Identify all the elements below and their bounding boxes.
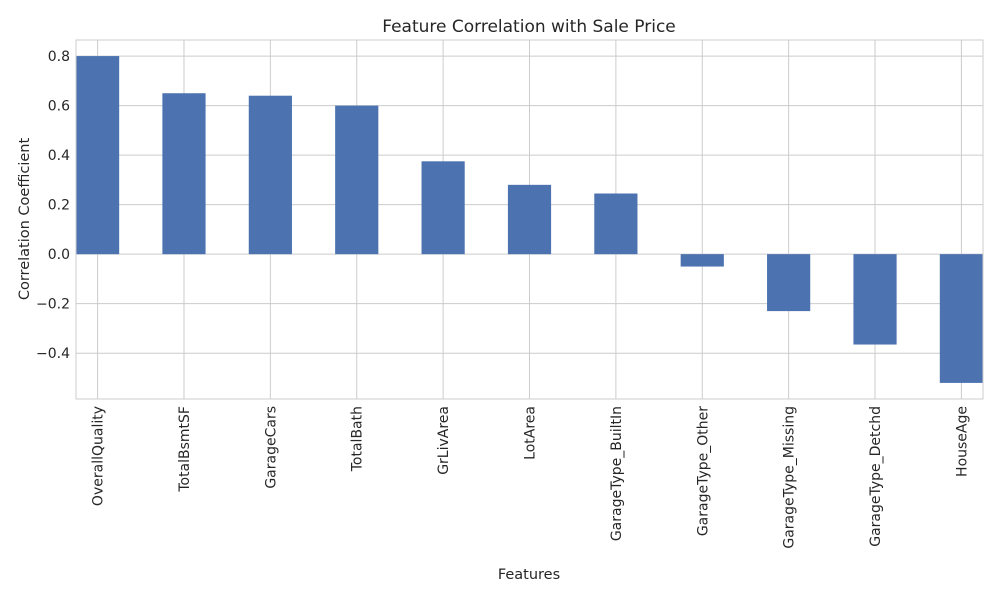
- x-tick-label: TotalBsmtSF: [177, 406, 193, 493]
- bar-grlivarea: [421, 161, 465, 255]
- x-axis-label: Features: [498, 567, 560, 583]
- x-tick-label: OverallQuality: [91, 406, 107, 506]
- x-tick-label: GarageType_Missing: [782, 406, 798, 549]
- bar-lotarea: [507, 184, 552, 255]
- bar-garagetype-detchd: [853, 254, 897, 345]
- x-tick-label: GarageType_Other: [695, 406, 711, 536]
- x-tick-label: LotArea: [523, 406, 539, 460]
- x-tick-label: GarageType_BuiltIn: [609, 406, 625, 541]
- bar-totalbsmtsf: [162, 93, 206, 255]
- x-tick-label: HouseAge: [954, 406, 970, 477]
- x-tick-label: GarageCars: [263, 406, 279, 489]
- x-tick-label: TotalBath: [350, 406, 366, 472]
- y-tick-label: 0.6: [48, 99, 70, 115]
- y-tick-labels: −0.4 −0.2 0.0 0.2 0.4 0.6 0.8: [36, 49, 70, 362]
- bar-overallquality: [76, 56, 120, 255]
- y-tick-label: −0.4: [36, 346, 70, 362]
- bars: [76, 56, 983, 383]
- bar-houseage: [939, 254, 983, 383]
- x-tick-label: GarageType_Detchd: [868, 406, 884, 547]
- bar-garagetype-other: [680, 254, 724, 267]
- x-tick-labels: OverallQuality TotalBsmtSF GarageCars Total…: [91, 406, 971, 549]
- y-tick-label: 0.4: [48, 148, 70, 164]
- bar-garagecars: [248, 95, 292, 255]
- bar-garagetype-missing: [767, 254, 811, 312]
- y-tick-label: −0.2: [36, 297, 70, 313]
- y-tick-label: 0.8: [48, 49, 70, 65]
- y-tick-label: 0.2: [48, 198, 70, 214]
- y-axis-label: Correlation Coefficient: [17, 138, 33, 301]
- x-tick-label: GrLivArea: [436, 406, 452, 475]
- chart-title: Feature Correlation with Sale Price: [382, 17, 676, 37]
- bar-totalbath: [335, 105, 379, 255]
- bar-garagetype-builtin: [594, 193, 638, 255]
- y-tick-label: 0.0: [48, 247, 70, 263]
- plot-frame: [75, 39, 984, 400]
